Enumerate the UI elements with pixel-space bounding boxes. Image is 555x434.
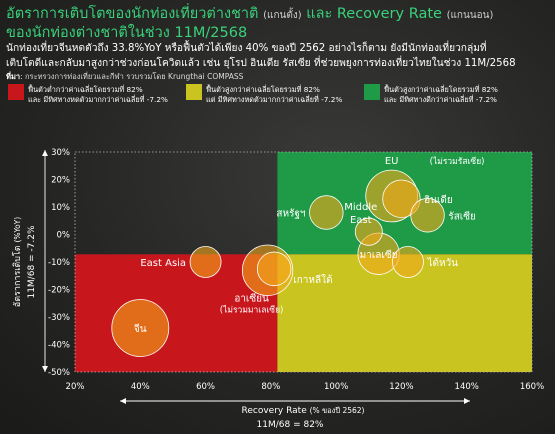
bubble-label: มาเลเซีย <box>360 249 398 261</box>
bubble-point <box>111 299 170 357</box>
title-y-note: (แกนตั้ง) <box>263 10 302 21</box>
y-tick-label: -10% <box>48 258 70 268</box>
bubble-label: อาเซียน <box>234 293 269 305</box>
legend-text-red: ฟื้นตัวต่ำกว่าค่าเฉลี่ยโดยรวมที่ 82% และ … <box>28 85 168 105</box>
bubble-point <box>410 198 445 233</box>
legend-text-yellow: ฟื้นตัวสูงกว่าค่าเฉลี่ยโดยรวมที่ 82% แต่ … <box>206 85 342 105</box>
bubble-label: อินเดีย <box>424 194 453 206</box>
subtitle-line2: เติบโตดีและกลับมาสูงกว่าช่วงก่อนโควิดแล้… <box>6 58 516 69</box>
title-main: อัตราการเติบโตของนักท่องเที่ยวต่างชาติ <box>6 6 259 22</box>
legend-swatch-red <box>8 84 24 100</box>
bubble-point <box>354 217 383 246</box>
bubble-label: EU <box>385 156 399 167</box>
x-tick-label: 140% <box>455 382 479 392</box>
bubble-sublabel: (ไม่รวมมาเลเซีย) <box>220 305 284 316</box>
source-note: ที่มา: กระทรวงการท่องเที่ยวและกีฬา รวบรว… <box>6 71 243 83</box>
bubble-label: ไต้หวัน <box>426 257 458 269</box>
x-axis-label-note: (% ของปี 2562) <box>310 406 365 415</box>
x-tick-label: 120% <box>389 382 413 392</box>
legend-green-line2: และ มีทิศทางดีกว่าค่าเฉลี่ยที่ -7.2% <box>384 95 497 104</box>
y-tick-label: 0% <box>57 231 71 241</box>
x-tick-label: 60% <box>196 382 215 392</box>
y-tick-label: -50% <box>48 368 70 378</box>
legend-green-line1: ฟื้นตัวสูงกว่าค่าเฉลี่ยโดยรวมที่ 82% <box>384 85 498 94</box>
y-tick-label: -30% <box>48 313 70 323</box>
y-axis-label-note: (%YoY) <box>13 217 22 243</box>
x-tick-label: 80% <box>261 382 280 392</box>
bubble-label: รัสเซีย <box>448 210 476 222</box>
bubble-label: จีน <box>134 323 147 335</box>
bubble-point <box>309 195 344 230</box>
bubble-sublabel: (ไม่รวมรัสเซีย) <box>430 156 485 167</box>
x-tick-label: 20% <box>66 382 85 392</box>
x-axis-label: Recovery Rate (% ของปี 2562) <box>242 406 365 416</box>
x-tick-label: 160% <box>520 382 544 392</box>
x-tick-label: 40% <box>131 382 150 392</box>
legend-swatch-yellow <box>186 84 202 100</box>
source-label: ที่มา <box>6 72 21 81</box>
x-tick-label: 100% <box>324 382 348 392</box>
bubble-point <box>382 179 421 218</box>
title-x-note: (แกนนอน) <box>446 10 494 21</box>
bubble-label: East <box>350 215 372 226</box>
y-axis-arrow-top <box>42 150 48 156</box>
source-text: : กระทรวงการท่องเที่ยวและกีฬา รวบรวมโดย … <box>20 72 244 81</box>
x-axis-avg: 11M/68 = 82% <box>257 420 324 430</box>
x-axis-arrow-left <box>120 398 126 404</box>
subtitle-line1: นักท่องเที่ยวจีนหดตัวถึง 33.8%YoY หรือฟื… <box>6 43 487 54</box>
plot-frame <box>74 151 533 373</box>
chart-title-line2: ของนักท่องต่างชาติในช่วง 11M/2568 <box>6 25 248 41</box>
title-and: และ <box>301 6 337 22</box>
legend-yellow-line1: ฟื้นตัวสูงกว่าค่าเฉลี่ยโดยรวมที่ 82% <box>206 85 320 94</box>
y-tick-label: 20% <box>51 176 70 186</box>
legend-text-green: ฟื้นตัวสูงกว่าค่าเฉลี่ยโดยรวมที่ 82% และ … <box>384 85 498 105</box>
bubble-label: Middle <box>344 202 377 213</box>
y-tick-label: -20% <box>48 286 70 296</box>
y-axis-arrow-bottom <box>42 366 48 372</box>
bubble-label: เกาหลีใต้ <box>293 274 332 286</box>
title-recovery-rate: Recovery Rate <box>336 6 442 22</box>
legend-yellow-line2: แต่ มีทิศทางหดตัวมากกว่าค่าเฉลี่ยที่ -7.… <box>206 95 343 104</box>
y-tick-label: 10% <box>51 203 70 213</box>
chart-title: อัตราการเติบโตของนักท่องเที่ยวต่างชาติ (… <box>6 2 493 25</box>
legend-red-line1: ฟื้นตัวต่ำกว่าค่าเฉลี่ยโดยรวมที่ 82% <box>28 85 143 94</box>
y-tick-label: -40% <box>48 341 70 351</box>
y-axis-label: อัตราการเติบโต (%YoY) <box>12 217 23 307</box>
bubble-point <box>256 251 292 287</box>
y-tick-label: 30% <box>51 148 70 158</box>
x-axis-arrow-right <box>464 398 470 404</box>
legend-swatch-green <box>364 84 380 100</box>
bubble-label: East Asia <box>140 258 186 269</box>
bubble-point <box>392 246 424 278</box>
y-axis-avg: 11M/68 = -7.2% <box>27 225 37 299</box>
bubble-point <box>189 246 222 278</box>
legend-red-line2: และ มีทิศทางหดตัวมากกว่าค่าเฉลี่ยที่ -7.… <box>28 95 168 104</box>
bubble-label: สหรัฐฯ <box>276 209 305 220</box>
